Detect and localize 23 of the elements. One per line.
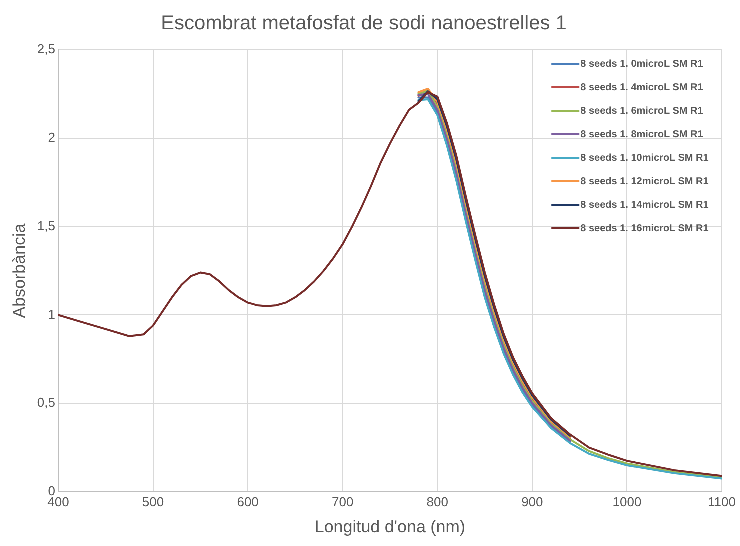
y-axis-title: Absorbància [10,223,29,318]
x-tick-label: 1100 [708,494,736,510]
x-tick-label: 700 [332,494,354,510]
x-tick-label: 900 [522,494,544,510]
legend-label: 8 seeds 1. 0microL SM R1 [580,58,704,70]
y-tick-label: 0,5 [37,395,56,410]
y-tick-label: 2 [48,130,56,145]
legend-label: 8 seeds 1. 4microL SM R1 [580,82,704,94]
chart-title: Escombrat metafosfat de sodi nanoestrelles 1 [161,12,567,35]
legend-label: 8 seeds 1. 14microL SM R1 [580,200,710,211]
x-tick-label: 600 [237,494,259,510]
legend-label: 8 seeds 1. 12microL SM R1 [580,176,710,188]
x-axis-title: Longitud d'ona (nm) [314,517,466,536]
y-tick-label: 1 [48,306,56,322]
legend-label: 8 seeds 1. 6microL SM R1 [580,106,704,117]
x-tick-label: 800 [426,494,448,510]
legend-label: 8 seeds 1. 10microL SM R1 [580,152,710,164]
y-tick-label: 1,5 [37,218,56,234]
y-tick-label: 2,5 [37,42,56,57]
legend-label: 8 seeds 1. 16microL SM R1 [580,223,710,234]
x-tick-label: 500 [142,494,164,510]
legend-label: 8 seeds 1. 8microL SM R1 [580,129,704,140]
x-tick-label: 1000 [612,494,642,510]
